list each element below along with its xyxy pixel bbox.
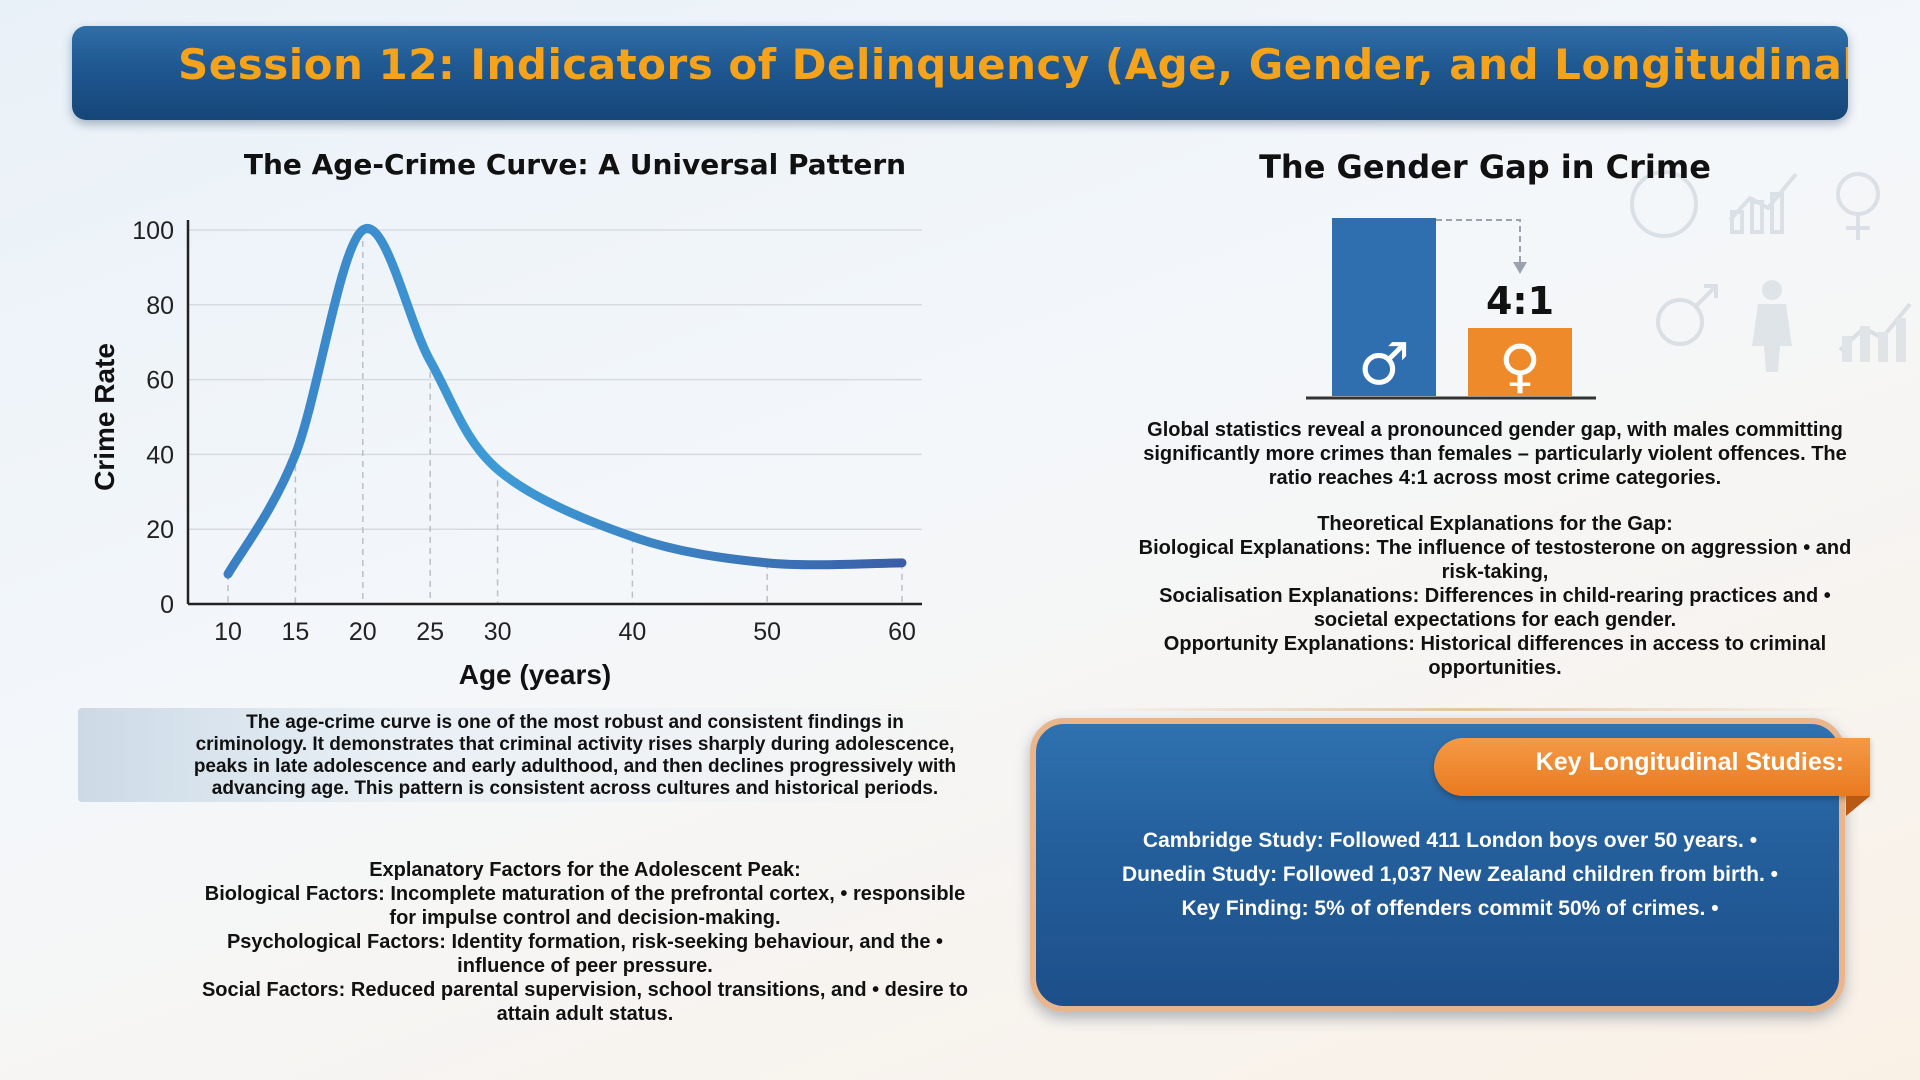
y-axis-label: Crime Rate xyxy=(89,343,120,491)
ratio-arrow-head xyxy=(1513,262,1527,274)
x-tick-label: 60 xyxy=(888,618,916,646)
x-axis-label: Age (years) xyxy=(459,659,612,690)
gender-theories: Theoretical Explanations for the Gap: Bi… xyxy=(1120,512,1870,680)
tab-fold xyxy=(1846,796,1870,816)
ratio-label: 4:1 xyxy=(1486,279,1554,323)
gender-gap-description: Global statistics reveal a pronounced ge… xyxy=(1143,419,1847,489)
female-symbol-icon: ♀ xyxy=(1499,332,1541,400)
y-tick-label: 80 xyxy=(146,292,174,320)
x-tick-label: 25 xyxy=(416,618,444,646)
title-bar: Session 12: Indicators of Delinquency (A… xyxy=(72,26,1848,120)
longitudinal-list: Cambridge Study: Followed 411 London boy… xyxy=(1090,824,1810,926)
age-crime-curve xyxy=(223,223,907,579)
y-tick-label: 100 xyxy=(132,217,174,245)
y-tick-label: 60 xyxy=(146,367,174,395)
male-symbol-icon: ♂ xyxy=(1358,330,1410,398)
section-divider xyxy=(1080,708,1850,711)
study-key-finding: Key Finding: 5% of offenders commit 50% … xyxy=(1181,897,1719,920)
description-band xyxy=(78,708,978,802)
y-tick-label: 0 xyxy=(160,591,174,619)
mars-deco-icon xyxy=(1656,298,1704,346)
gender-gap-chart: 4:1 ♂ ♀ xyxy=(1306,218,1596,400)
male-bar xyxy=(1332,218,1436,396)
adolescent-factors: Explanatory Factors for the Adolescent P… xyxy=(190,858,980,1026)
factors-heading: Explanatory Factors for the Adolescent P… xyxy=(369,859,801,881)
clock-icon xyxy=(1630,170,1698,238)
age-curve-description: The age-crime curve is one of the most r… xyxy=(193,712,957,799)
x-tick-label: 10 xyxy=(214,618,242,646)
decorative-icons xyxy=(1630,170,1912,372)
y-tick-label: 20 xyxy=(146,516,174,544)
age-crime-chart: 0 20 40 60 80 100 10 15 20 25 30 40 50 60 Age (years) C… xyxy=(89,217,922,690)
x-tick-label: 50 xyxy=(753,618,781,646)
chart-bars-icon xyxy=(1838,302,1912,352)
venus-deco-icon xyxy=(1836,172,1880,216)
x-tick-label: 15 xyxy=(281,618,309,646)
x-tick-label: 40 xyxy=(618,618,646,646)
theory-heading: Theoretical Explanations for the Gap: xyxy=(1317,513,1673,535)
factor-biological: Biological Factors: Incomplete maturatio… xyxy=(204,883,966,929)
theory-socialisation: Socialisation Explanations: Differences … xyxy=(1159,585,1831,631)
x-tick-label: 20 xyxy=(349,618,377,646)
gender-gap-title: The Gender Gap in Crime xyxy=(1259,148,1711,186)
chart-title: The Age-Crime Curve: A Universal Pattern xyxy=(243,148,907,181)
longitudinal-tab xyxy=(1434,738,1870,796)
longitudinal-label: Key Longitudinal Studies: xyxy=(1535,748,1844,776)
ratio-arrow-line xyxy=(1436,219,1521,266)
factor-social: Social Factors: Reduced parental supervi… xyxy=(201,979,969,1025)
person-icon xyxy=(1762,280,1782,300)
page-title: Session 12: Indicators of Delinquency (A… xyxy=(178,40,1848,89)
y-tick-label: 40 xyxy=(146,441,174,469)
theory-biological: Biological Explanations: The influence o… xyxy=(1138,537,1852,583)
theory-opportunity: Opportunity Explanations: Historical dif… xyxy=(1163,633,1827,679)
study-dunedin: Dunedin Study: Followed 1,037 New Zealan… xyxy=(1121,863,1779,886)
female-bar xyxy=(1468,328,1572,396)
factor-psychological: Psychological Factors: Identity formatio… xyxy=(226,931,944,977)
chart-up-icon xyxy=(1728,172,1798,222)
study-cambridge: Cambridge Study: Followed 411 London boy… xyxy=(1142,829,1758,852)
x-tick-label: 30 xyxy=(484,618,512,646)
